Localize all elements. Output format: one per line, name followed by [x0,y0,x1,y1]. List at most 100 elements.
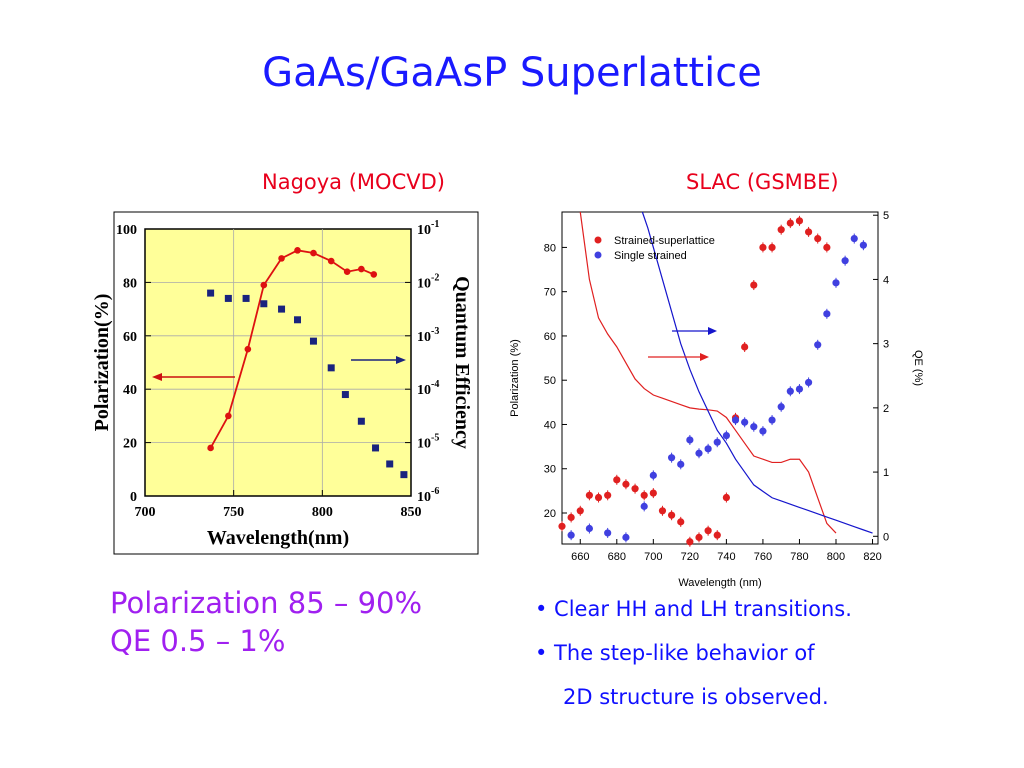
y-tick-label: 50 [544,375,556,387]
strained-superlattice-point [786,219,794,227]
y-tick-label: 40 [544,419,556,431]
polarization-point [370,271,378,278]
polarization-arrow-head [152,373,162,381]
polarization-point [358,265,365,273]
bullet-item-continuation: 2D structure is observed. [563,685,829,709]
qe-point [260,300,268,308]
qe-point [278,305,286,313]
strained-superlattice-point [585,491,593,499]
strained-superlattice-point [722,493,730,502]
x-tick-label: 820 [863,551,881,563]
qe-red-arrow-head [700,353,709,361]
x-tick-label: 740 [717,551,735,563]
single-strained-point [850,234,858,243]
polarization-point [207,444,214,452]
single-strained-point [604,529,612,537]
single-strained-point [741,418,749,426]
qe-point [224,294,232,302]
single-strained-point [667,454,676,462]
strained-superlattice-point [622,480,630,488]
single-strained-point [649,471,657,479]
y2-tick-label: 10-1 [417,219,439,238]
strained-superlattice-point [567,513,575,522]
bullet-item: • The step-like behavior of [535,641,815,665]
strained-superlattice-point [594,493,603,502]
polarization-point [278,255,285,262]
y2-tick-label: 3 [883,339,889,351]
y2-axis-label: QE (%) [912,350,924,386]
x-tick-label: 800 [312,505,333,520]
strained-superlattice-point [713,531,721,539]
strained-superlattice-point [759,243,767,252]
single-strained-point [704,445,712,453]
y-tick-label: 80 [544,242,556,254]
bullet-list: • Clear HH and LH transitions. • The ste… [535,594,852,726]
x-tick-label: 700 [135,505,156,520]
qe-point [309,337,317,345]
y2-tick-label: 0 [883,531,889,543]
qe-arrow-head [396,356,406,364]
y2-tick-label: 5 [883,210,889,222]
y-tick-label: 40 [123,383,137,398]
strained-superlattice-point [667,511,676,519]
polarization-point [260,281,268,289]
strained-superlattice-point [640,491,648,499]
single-strained-point [622,533,630,541]
x-tick-label: 660 [571,551,589,563]
single-strained-point [686,436,694,444]
y2-tick-label: 10-3 [417,326,439,345]
x-tick-label: 800 [827,551,845,563]
legend-marker-strained-superlattice [594,236,602,244]
single-strained-point [804,378,813,387]
x-tick-label: 700 [644,551,662,563]
y-axis-label: Polarization (%) [509,339,521,417]
strained-superlattice-point [795,217,804,225]
strained-superlattice-point [613,476,621,484]
strained-superlattice-point [777,226,785,234]
y2-tick-label: 10-6 [417,486,439,505]
qe-blue-arrow-head [708,327,717,335]
y2-tick-label: 10-5 [417,433,439,452]
strained-superlattice-point [704,527,712,535]
x-tick-label: 750 [223,505,244,520]
single-strained-point [823,310,831,318]
single-strained-point [777,403,785,411]
x-tick-label: 760 [754,551,772,563]
single-strained-point [786,387,794,395]
polarization-point [244,345,252,353]
plot-area [561,211,879,545]
x-axis-label: Wavelength (nm) [678,577,761,589]
strained-superlattice-point [631,485,639,493]
y2-tick-label: 2 [883,403,889,415]
strained-superlattice-point [823,243,831,252]
qe-point [372,444,380,452]
polarization-point [327,257,335,265]
qe-single-strained-line [641,211,873,534]
legend: Strained-superlattice Single strained [594,235,715,262]
x-tick-label: 850 [401,505,422,520]
y-tick-label: 80 [123,276,137,291]
y2-axis-label: Quantum Efficiency [451,276,473,449]
qe-point [341,391,349,399]
nagoya-chart-subtitle: Nagoya (MOCVD) [262,170,445,194]
single-strained-point [841,257,849,265]
plot-area [144,228,412,497]
strained-superlattice-point [741,343,749,351]
x-tick-label: 780 [790,551,808,563]
single-strained-point [859,241,867,249]
single-strained-point [722,431,730,440]
single-strained-point [567,531,575,539]
summary-text: Polarization 85 – 90% QE 0.5 – 1% [110,584,422,660]
strained-superlattice-point [677,518,685,526]
nagoya-chart: 700 750 800 850 0 20 40 60 80 100 10-6 10-5 10-4 10-3… [91,211,479,555]
y-tick-label: 60 [544,331,556,343]
single-strained-point [750,423,758,431]
strained-superlattice-point [576,507,584,515]
strained-superlattice-point [558,522,566,530]
y2-tick-label: 10-4 [417,379,439,398]
single-strained-point [832,279,840,287]
legend-marker-single-strained [594,251,602,259]
single-strained-point [695,449,703,457]
strained-superlattice-point [814,234,822,243]
strained-superlattice-point [695,533,703,541]
